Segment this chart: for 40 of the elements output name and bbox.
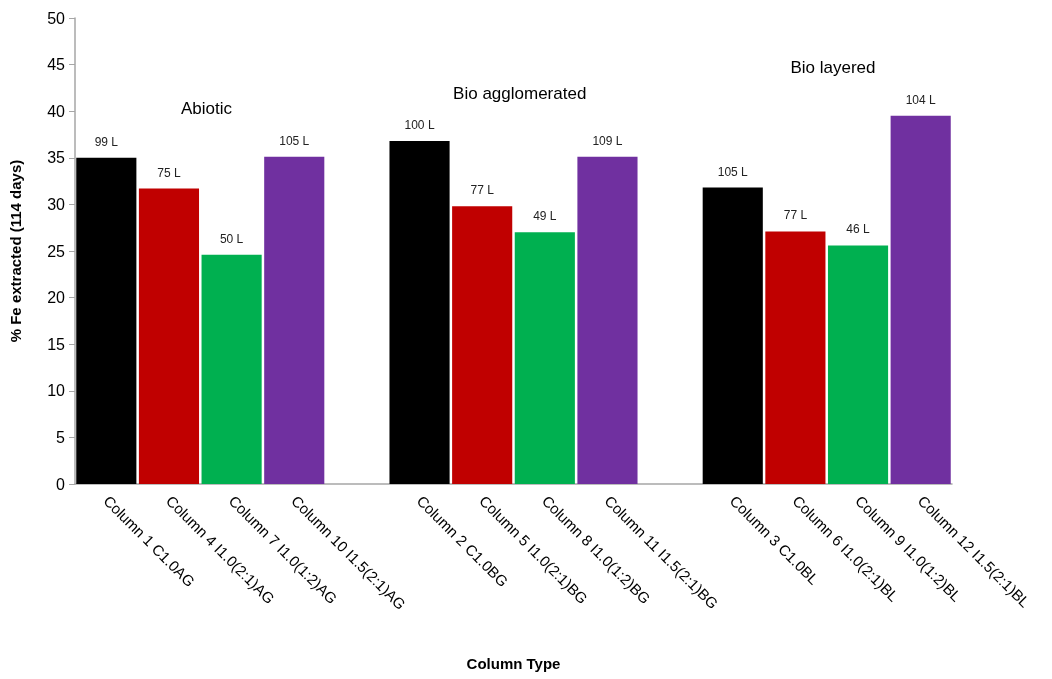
bar [890, 115, 951, 484]
annotation: 99 L [94, 134, 119, 149]
bar [514, 232, 575, 484]
annotation: Abiotic [181, 99, 233, 119]
annotation: 46 L [846, 222, 871, 237]
y-axis-title: % Fe extracted (114 days) [7, 159, 24, 343]
y-tick-label: 45 [47, 56, 66, 74]
annotation: Bio agglomerated [453, 83, 587, 103]
y-tick-label: 40 [47, 102, 66, 120]
bar [138, 188, 200, 484]
y-tick-label: 25 [47, 242, 66, 260]
bar [201, 254, 262, 484]
annotation: 105 L [279, 133, 310, 148]
bar [264, 156, 325, 484]
annotation: 105 L [717, 164, 749, 179]
bar [702, 187, 763, 484]
bar [76, 157, 137, 484]
bar [389, 141, 450, 484]
y-tick-label: 20 [47, 289, 66, 307]
y-tick-label: 15 [47, 335, 66, 353]
annotation: 50 L [219, 231, 244, 246]
annotation: 100 L [404, 118, 435, 133]
annotation: 109 L [592, 133, 623, 148]
annotation: 104 L [905, 92, 937, 107]
y-tick-label: 50 [47, 9, 66, 27]
annotation: 49 L [533, 209, 557, 224]
annotation: 77 L [470, 183, 495, 198]
bar [577, 156, 638, 484]
y-tick-label: 10 [47, 382, 66, 400]
annotation: 75 L [157, 165, 181, 180]
y-tick-label: 0 [56, 475, 66, 493]
annotation: Bio layered [790, 58, 876, 78]
y-tick-label: 5 [56, 428, 66, 446]
y-tick-label: 35 [47, 149, 66, 167]
bar [452, 206, 513, 484]
y-tick-label: 30 [47, 195, 66, 213]
bar [765, 231, 826, 484]
x-axis-title: Column Type [466, 655, 561, 672]
bar [827, 245, 889, 484]
annotation: 77 L [783, 208, 808, 223]
